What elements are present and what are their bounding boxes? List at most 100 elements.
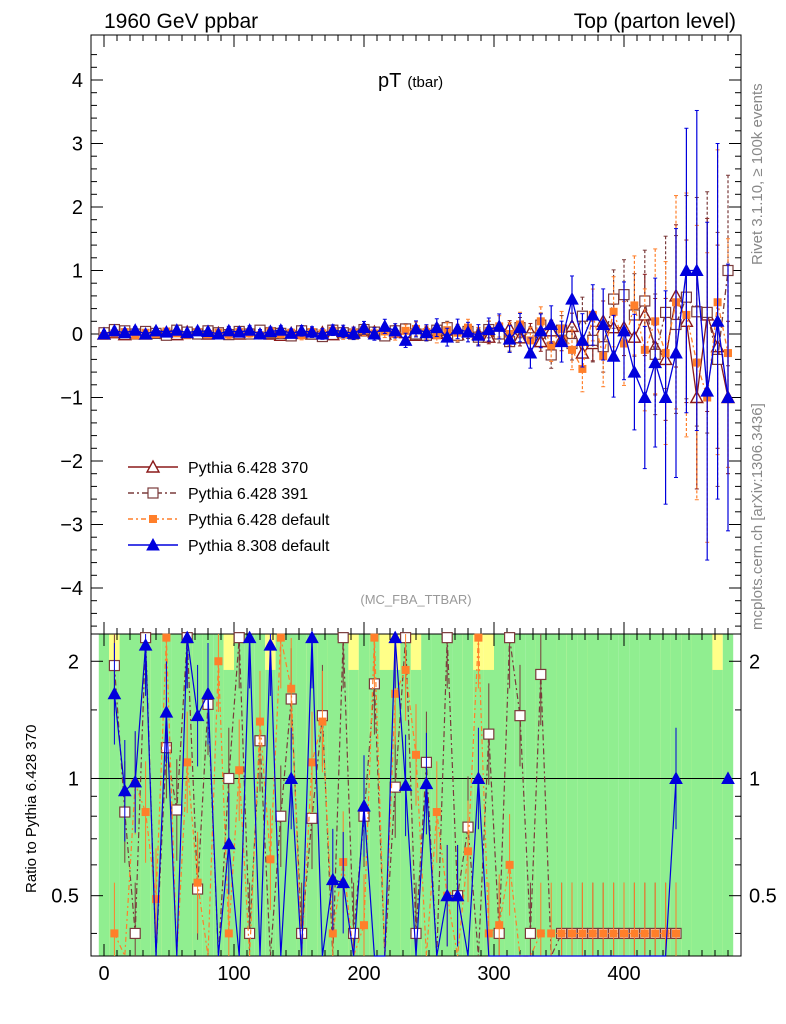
data-point xyxy=(377,319,392,332)
data-point xyxy=(578,364,587,373)
ratio-point xyxy=(524,927,537,940)
ratio-point xyxy=(263,638,278,651)
data-point xyxy=(710,314,725,327)
ratio-point xyxy=(152,895,160,904)
ratio-point xyxy=(129,927,141,940)
green-band xyxy=(525,634,536,956)
ratio-point xyxy=(419,776,434,790)
legend-marker xyxy=(146,537,160,551)
x-tick-label: 300 xyxy=(477,963,510,985)
x-tick-label: 100 xyxy=(217,963,250,985)
green-band xyxy=(213,634,224,956)
data-point xyxy=(325,323,340,336)
plot-title-sub: (tbar) xyxy=(407,74,443,91)
data-point xyxy=(429,320,444,334)
ratio-point xyxy=(223,772,235,785)
green-band xyxy=(660,634,671,956)
green-band xyxy=(348,669,359,956)
ratio-point xyxy=(141,808,150,817)
ratio-point xyxy=(412,750,420,759)
data-point xyxy=(721,390,735,403)
mcplots-note: mcplots.cern.ch [arXiv:1306.3436] xyxy=(749,403,766,630)
ratio-point xyxy=(651,929,660,938)
ratio-point xyxy=(190,708,205,722)
ratio-point xyxy=(318,717,327,726)
data-point xyxy=(492,319,507,332)
green-band xyxy=(327,634,338,956)
data-point xyxy=(471,328,486,341)
y-tick-label: −4 xyxy=(60,578,83,600)
data-point xyxy=(201,324,215,337)
green-band xyxy=(369,634,380,956)
green-band xyxy=(639,634,650,956)
data-point xyxy=(606,349,621,362)
ratio-point xyxy=(401,665,410,674)
y-tick-label: 1 xyxy=(72,261,83,283)
rivet-note: Rivet 3.1.10, ≥ 100k events xyxy=(749,83,766,265)
ratio-point xyxy=(536,929,545,938)
data-point xyxy=(419,325,434,339)
ratio-point xyxy=(244,927,256,940)
ratio-point xyxy=(441,632,453,644)
plot-title: pT (tbar) xyxy=(378,70,443,92)
ratio-point xyxy=(464,847,472,856)
data-point xyxy=(679,263,694,276)
data-point xyxy=(232,325,247,338)
ratio-y-label: Ratio to Pythia 6.428 370 xyxy=(23,725,40,893)
data-point xyxy=(575,333,590,346)
green-band xyxy=(712,669,723,956)
legend-marker xyxy=(145,459,161,473)
ratio-point xyxy=(474,633,483,642)
green-band xyxy=(535,634,546,956)
ratio-point xyxy=(128,774,143,788)
ratio-point xyxy=(171,804,183,816)
y-tick-label: 3 xyxy=(72,134,83,156)
ratio-point xyxy=(162,633,171,642)
ratio-point xyxy=(306,812,318,824)
green-band xyxy=(577,634,588,956)
plot-title-main: pT xyxy=(378,70,401,92)
ratio-point xyxy=(514,710,526,722)
green-band xyxy=(618,634,630,956)
ratio-point xyxy=(201,686,215,700)
legend: Pythia 6.428 370 Pythia 6.428 391 Pythia 6… xyxy=(128,459,330,555)
header-right: Top (parton level) xyxy=(574,10,736,33)
legend-label: Pythia 6.428 default xyxy=(188,512,330,529)
y-tick-label: 0 xyxy=(72,324,83,346)
data-point xyxy=(617,323,631,337)
data-point xyxy=(440,330,455,343)
ratio-tick-label-right: 2 xyxy=(749,651,760,673)
ratio-point xyxy=(547,929,556,938)
ratio-point xyxy=(296,927,308,940)
data-point xyxy=(190,323,205,337)
ratio-point xyxy=(287,684,296,693)
ratio-point xyxy=(138,638,153,651)
ratio-tick-label-right: 1 xyxy=(749,768,760,790)
ratio-point xyxy=(110,929,119,938)
ratio-point xyxy=(348,927,360,940)
data-point xyxy=(533,323,548,337)
green-band xyxy=(338,634,349,956)
data-point xyxy=(450,321,465,335)
y-tick-label: 2 xyxy=(72,197,83,219)
green-band xyxy=(494,634,505,956)
data-point xyxy=(513,320,527,334)
ratio-point xyxy=(180,630,195,644)
data-point xyxy=(273,323,288,336)
data-point xyxy=(169,323,184,336)
green-band xyxy=(244,634,255,956)
ratio-point xyxy=(661,929,670,938)
legend-marker xyxy=(149,515,157,523)
data-point xyxy=(502,332,517,345)
ratio-point xyxy=(609,929,618,938)
legend-label: Pythia 6.428 391 xyxy=(188,486,308,503)
data-point xyxy=(315,326,330,340)
data-point xyxy=(336,324,351,337)
main-series xyxy=(96,109,736,561)
ratio-point xyxy=(305,630,319,644)
ratio-point xyxy=(337,632,349,644)
green-band xyxy=(504,634,515,956)
ratio-point xyxy=(568,929,576,938)
data-point xyxy=(630,301,639,310)
y-tick-label: −1 xyxy=(60,388,83,410)
